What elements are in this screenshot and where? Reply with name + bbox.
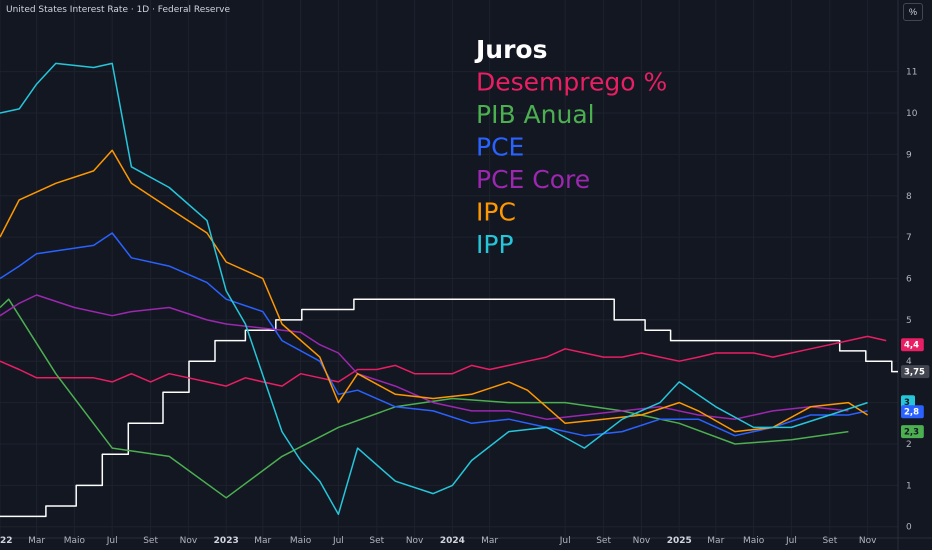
value-badge-label: 2,8 (904, 408, 919, 418)
x-tick-label: Nov (859, 536, 877, 546)
x-tick-label: Maio (64, 536, 86, 546)
series-line-ipp (0, 62, 868, 516)
y-tick-label: 7 (906, 233, 912, 243)
x-tick-label: Jul (106, 536, 118, 546)
y-tick-label: 5 (906, 316, 912, 326)
value-badge-label: 4,4 (904, 341, 919, 351)
legend-item: Desemprego % (476, 68, 667, 97)
series-line-pce (0, 232, 868, 437)
y-axis: 0 1 2 3 4 5 6 7 8 9 10 11 (906, 68, 918, 533)
legend-item: IPP (476, 230, 514, 259)
x-tick-label: Set (369, 536, 384, 546)
unit-toggle-button[interactable]: % (903, 3, 923, 21)
x-tick-label: 2024 (440, 536, 465, 546)
x-tick-label: Nov (180, 536, 198, 546)
y-tick-label: 4 (906, 357, 912, 367)
y-tick-label: 9 (906, 150, 912, 160)
x-tick-label: Maio (290, 536, 312, 546)
series-line-ipc (0, 149, 869, 433)
value-badge-bg (901, 405, 924, 419)
x-tick-label: Mar (707, 536, 724, 546)
x-tick-label: 2025 (667, 536, 692, 546)
value-badge-bg (901, 425, 924, 439)
series-line-desemprego (0, 335, 887, 387)
legend: Juros Desemprego % PIB Anual PCE PCE Core IPC… (474, 35, 667, 259)
y-tick-label: 1 (906, 481, 912, 491)
value-badge-label: 3,75 (904, 368, 925, 378)
x-tick-label: Set (822, 536, 837, 546)
x-tick-label: Jul (785, 536, 797, 546)
series-line-juros (0, 298, 898, 518)
y-tick-label: 2 (906, 440, 912, 450)
value-badge-bg (901, 338, 924, 352)
legend-item: PCE (476, 133, 524, 162)
y-tick-label: 8 (906, 192, 912, 202)
x-tick-label: Mar (28, 536, 45, 546)
x-tick-label: Jul (332, 536, 344, 546)
x-tick-label: Nov (633, 536, 651, 546)
value-badge-bg (901, 395, 915, 409)
x-tick-label: Mar (254, 536, 271, 546)
value-badge-bg (901, 365, 930, 379)
y-tick-label: 11 (906, 68, 917, 78)
series-lines (0, 62, 898, 518)
x-tick-label: Mar (481, 536, 498, 546)
x-tick-label: 2022 (0, 536, 13, 546)
x-tick-label: Maio (743, 536, 765, 546)
legend-item: Juros (474, 35, 547, 64)
x-tick-label: Nov (406, 536, 424, 546)
x-tick-label: Jul (559, 536, 571, 546)
y-tick-label: 6 (906, 275, 912, 285)
x-tick-label: Set (596, 536, 611, 546)
value-badge-label: 2,3 (904, 428, 919, 438)
value-badge-label: 3 (904, 398, 910, 408)
legend-item: PCE Core (476, 165, 590, 194)
x-axis: 2022 Mar Maio Jul Set Nov 2023 Mar Maio Jul Set Nov… (0, 536, 877, 546)
x-tick-label: 2023 (214, 536, 239, 546)
y-tick-label: 10 (906, 109, 918, 119)
legend-item: IPC (476, 198, 516, 227)
last-value-badges: 4,4 3,75 32,8 2,3 (901, 338, 930, 439)
series-line-pce-core (0, 294, 849, 420)
y-tick-label: 0 (906, 523, 912, 533)
x-tick-label: Set (143, 536, 158, 546)
symbol-title: United States Interest Rate · 1D · Feder… (6, 5, 231, 15)
legend-item: PIB Anual (476, 100, 595, 129)
